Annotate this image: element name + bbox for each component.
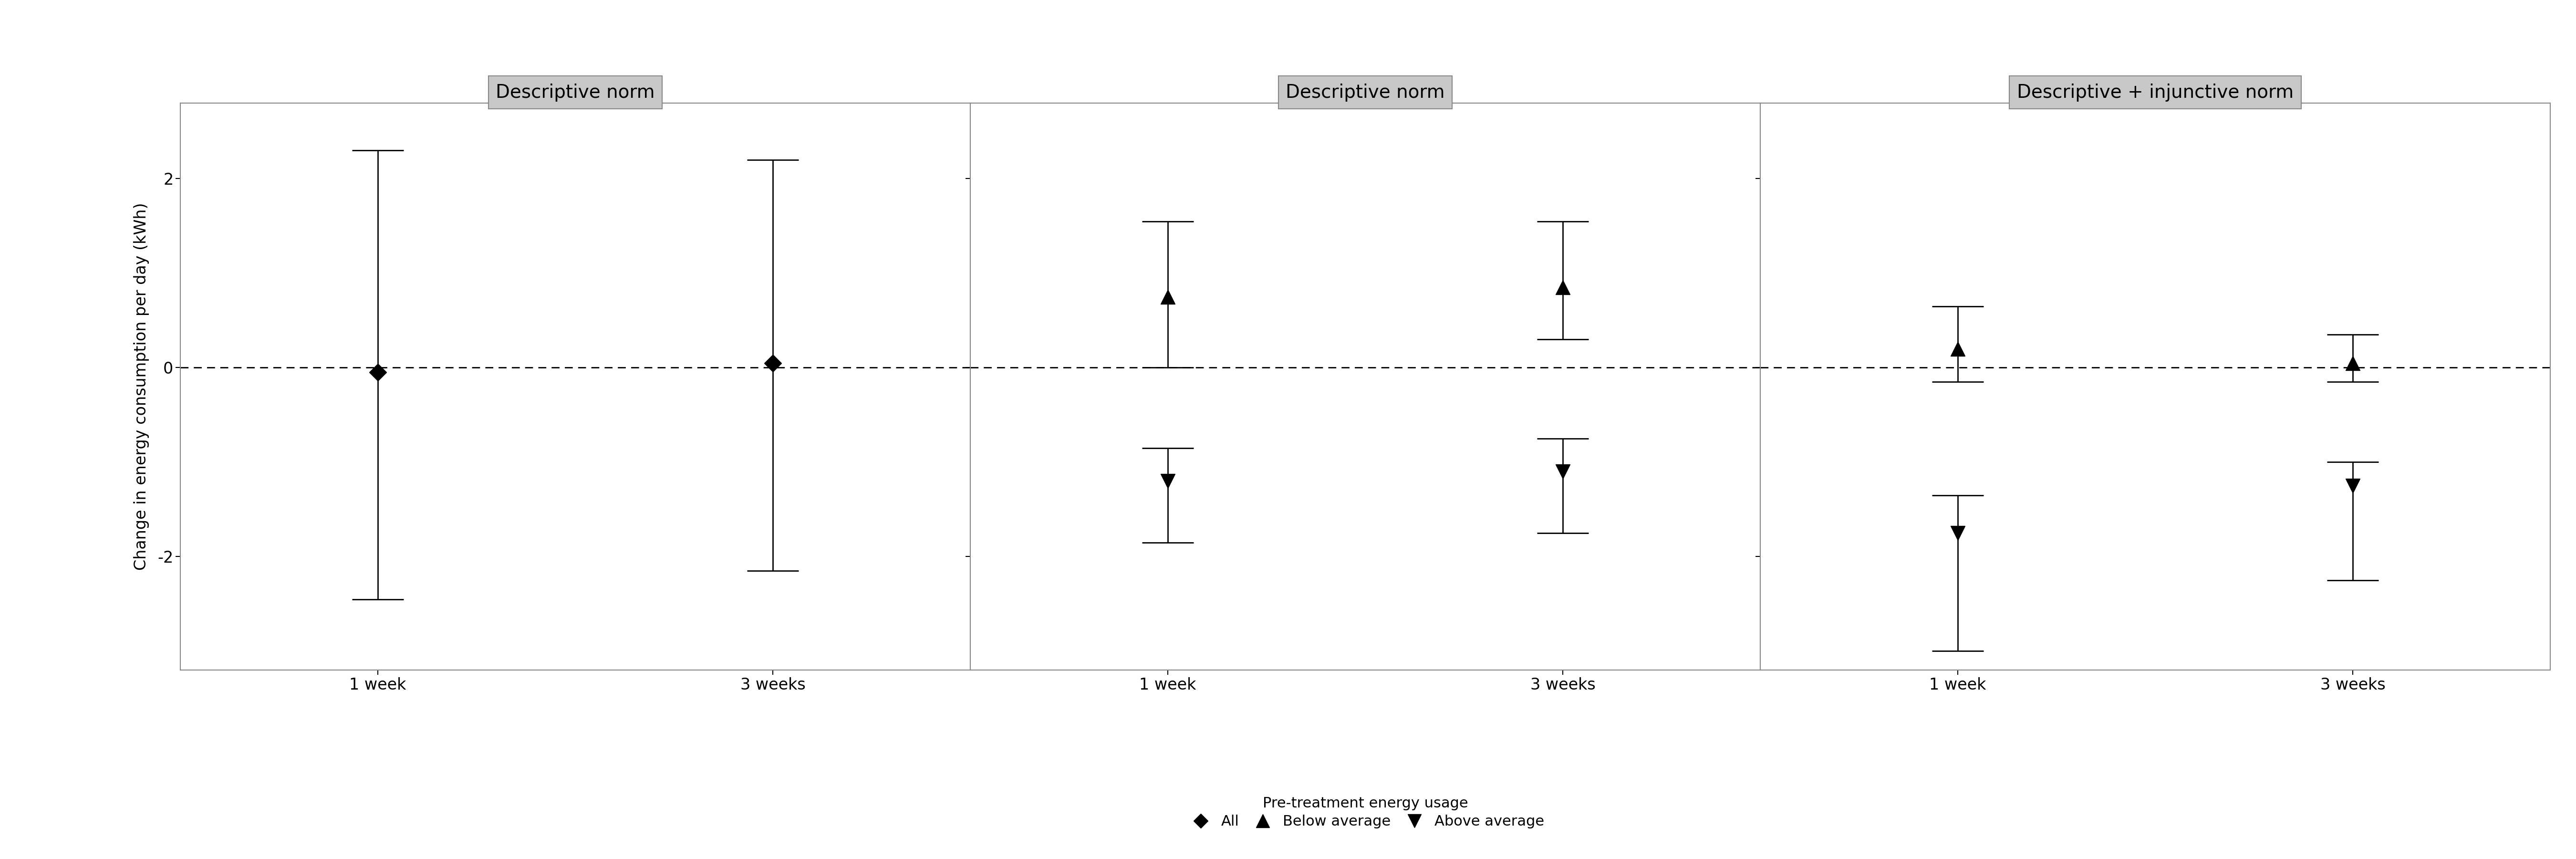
Legend: All, Below average, Above average: All, Below average, Above average xyxy=(1180,791,1551,835)
Title: Descriptive + injunctive norm: Descriptive + injunctive norm xyxy=(2017,83,2293,101)
Title: Descriptive norm: Descriptive norm xyxy=(495,83,654,101)
Title: Descriptive norm: Descriptive norm xyxy=(1285,83,1445,101)
Y-axis label: Change in energy consumption per day (kWh): Change in energy consumption per day (kW… xyxy=(134,203,149,570)
